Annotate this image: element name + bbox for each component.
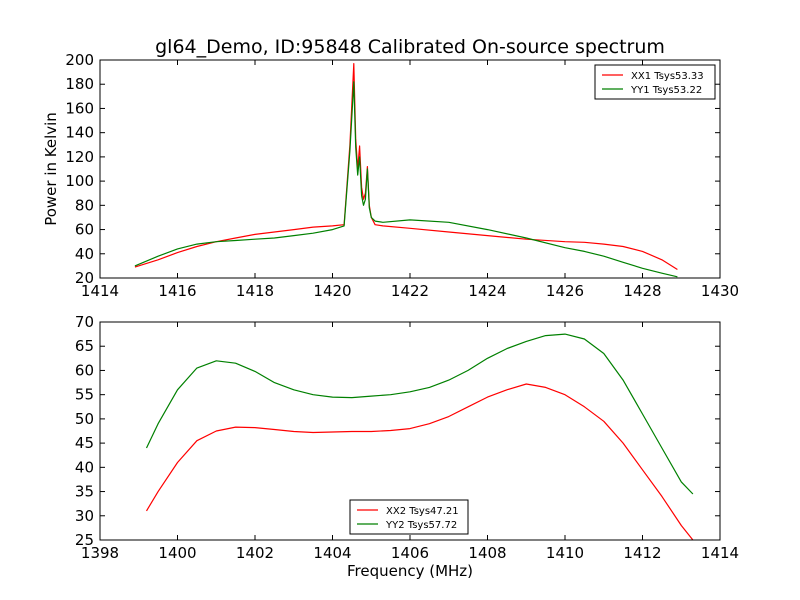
- x-tick-label: 1404: [313, 544, 351, 562]
- y-tick-label: 140: [65, 124, 94, 142]
- y-tick-label: 65: [75, 337, 94, 355]
- y-tick-label: 100: [65, 172, 94, 190]
- x-tick-label: 1412: [623, 544, 661, 562]
- x-tick-label: 1428: [623, 282, 661, 300]
- y-tick-label: 50: [75, 410, 94, 428]
- x-tick-label: 1426: [546, 282, 584, 300]
- x-tick-label: 1416: [158, 282, 196, 300]
- series-line-yy: [145, 333, 694, 495]
- y-tick-label: 200: [65, 51, 94, 69]
- legend-box: [349, 499, 469, 535]
- bottom-plot: 1398 1400 1402 1404 1406 1408 1410 1412 1414 25 30…: [75, 313, 739, 580]
- y-tick-label: 35: [75, 483, 94, 501]
- x-tick-label: 1414: [701, 544, 739, 562]
- x-axis-label: Frequency (MHz): [347, 562, 473, 580]
- y-tick-label: 120: [65, 148, 94, 166]
- legend-label: YY2 Tsys57.72: [385, 520, 457, 531]
- x-tick-label: 1400: [158, 544, 196, 562]
- x-tick-label: 1414: [81, 282, 119, 300]
- x-tick-label: 1406: [391, 544, 429, 562]
- y-axis-label: Power in Kelvin: [42, 112, 60, 226]
- x-tick-label: 1420: [313, 282, 351, 300]
- x-tick-label: 1398: [81, 544, 119, 562]
- series-line-xx: [145, 383, 694, 541]
- y-tick-label: 180: [65, 75, 94, 93]
- y-tick-label: 160: [65, 99, 94, 117]
- x-tick-label: 1418: [236, 282, 274, 300]
- series-line-yy: [134, 81, 678, 278]
- legend: XX2 Tsys47.21 YY2 Tsys57.72: [349, 499, 469, 535]
- x-tick-label: 1410: [546, 544, 584, 562]
- legend-label: XX1 Tsys53.33: [631, 71, 704, 82]
- x-tick-label: 1408: [468, 544, 506, 562]
- y-tick-label: 40: [75, 245, 94, 263]
- y-tick-label: 25: [75, 531, 94, 549]
- x-tick-label: 1430: [701, 282, 739, 300]
- legend: XX1 Tsys53.33 YY1 Tsys53.22: [594, 64, 716, 100]
- y-tick-label: 55: [75, 386, 94, 404]
- legend-box: [594, 64, 716, 100]
- chart-title: gl64_Demo, ID:95848 Calibrated On-source…: [155, 36, 665, 58]
- y-tick-label: 30: [75, 507, 94, 525]
- series-line-xx: [134, 62, 678, 271]
- x-tick-label: 1424: [468, 282, 506, 300]
- top-plot: 1414 1416 1418 1420 1422 1424 1426 1428 1430 20 40…: [42, 51, 739, 300]
- y-tick-label: 45: [75, 434, 94, 452]
- legend-label: XX2 Tsys47.21: [386, 506, 459, 517]
- y-tick-label: 20: [75, 269, 94, 287]
- x-tick-label: 1402: [236, 544, 274, 562]
- legend-label: YY1 Tsys53.22: [630, 85, 702, 96]
- y-tick-label: 60: [75, 361, 94, 379]
- y-tick-label: 40: [75, 458, 94, 476]
- y-tick-label: 60: [75, 221, 94, 239]
- y-tick-label: 80: [75, 196, 94, 214]
- y-tick-label: 70: [75, 313, 94, 331]
- x-tick-label: 1422: [391, 282, 429, 300]
